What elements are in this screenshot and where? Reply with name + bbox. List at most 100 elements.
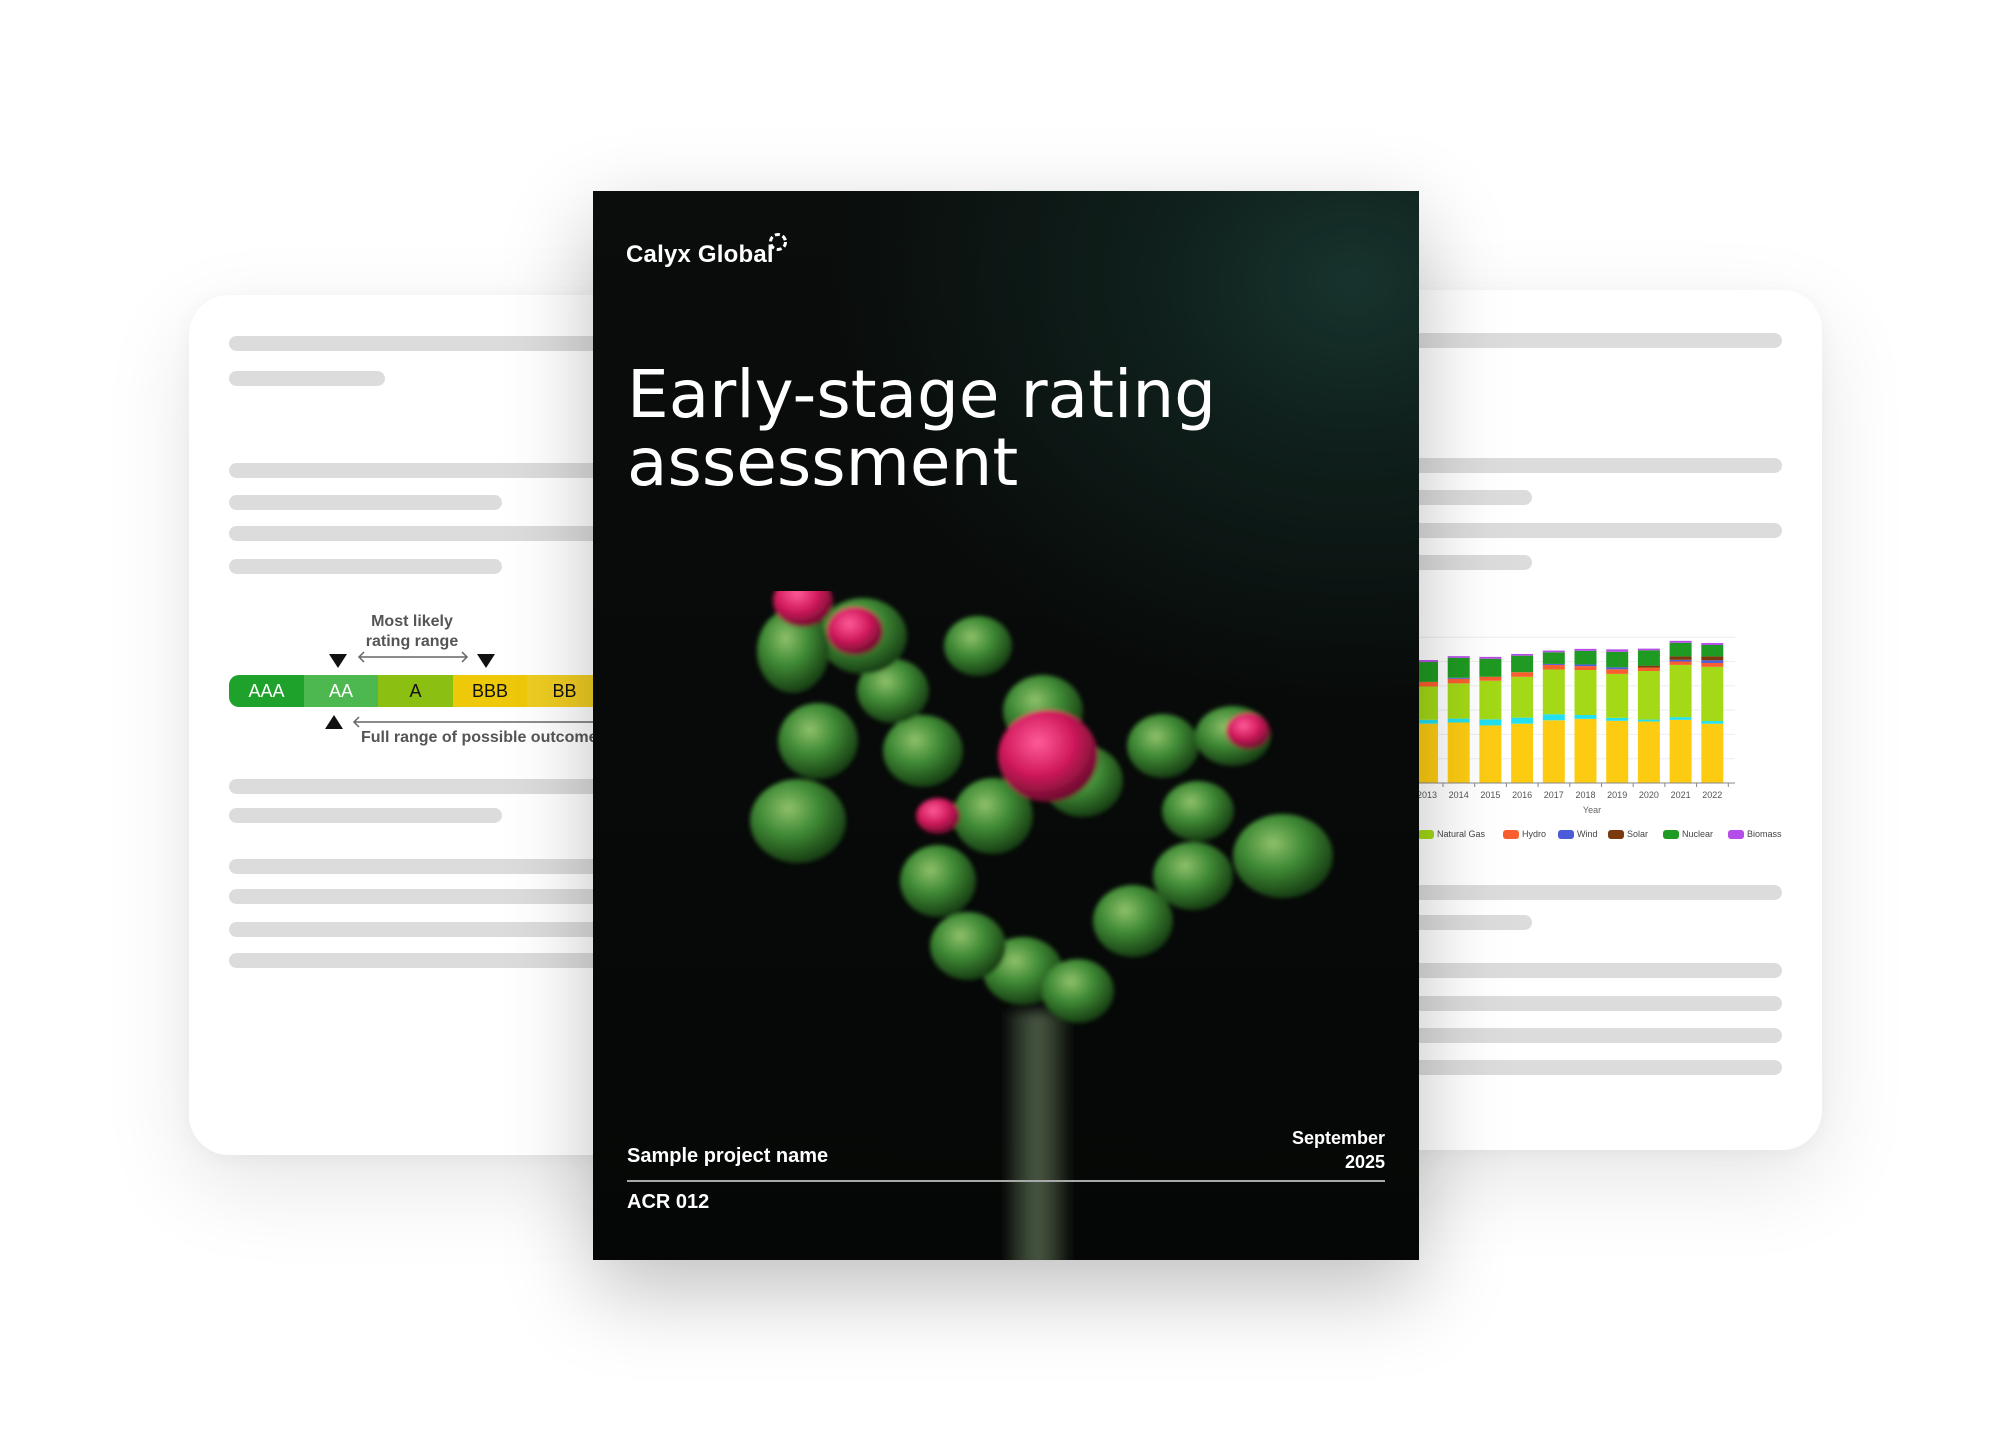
bar-segment-2021-wind	[1669, 659, 1692, 662]
placeholder-line	[229, 463, 649, 478]
range-start-marker-icon	[329, 654, 347, 668]
bar-segment-2017-natural-gas	[1542, 669, 1565, 715]
bar-segment-2016-series-0	[1511, 723, 1534, 783]
x-axis-label: Year	[1583, 805, 1601, 815]
date-month: September	[1291, 1128, 1385, 1148]
bar-segment-2013-biomass	[1416, 660, 1438, 662]
bar-segment-2014-series-0	[1447, 722, 1470, 783]
bar-segment-2013-natural-gas	[1416, 686, 1438, 720]
x-tick-label: 2014	[1449, 790, 1469, 800]
bar-segment-2018-hydro	[1574, 666, 1597, 671]
legend-item-solar: Solar	[1608, 829, 1648, 839]
placeholder-line	[229, 922, 649, 937]
bar-segment-2013-hydro	[1416, 681, 1438, 687]
bar-segment-2014-wind	[1447, 677, 1470, 679]
project-code: ACR 012	[627, 1191, 710, 1213]
bar-segment-2021-natural-gas	[1669, 664, 1692, 718]
x-tick-label: 2022	[1702, 790, 1722, 800]
calyx-ring-icon	[769, 233, 787, 251]
bar-segment-2021-solar	[1669, 656, 1692, 660]
legend-label: Natural Gas	[1437, 829, 1486, 839]
bar-segment-2017-series-0	[1542, 720, 1565, 783]
bar-segment-2014-natural-gas	[1447, 683, 1470, 719]
bar-segment-2016-series-1	[1511, 717, 1534, 724]
bar-segment-2019-natural-gas	[1606, 673, 1629, 718]
x-tick-label: 2015	[1480, 790, 1500, 800]
range-end-marker-icon	[477, 654, 495, 668]
placeholder-line	[1380, 523, 1782, 538]
full-range-label: Full range of possible outcomes	[361, 729, 607, 746]
bar-segment-2020-biomass	[1637, 648, 1660, 651]
title-line2: assessment	[627, 424, 1019, 501]
legend-label: Biomass	[1747, 829, 1782, 839]
bar-segment-2022-hydro	[1701, 662, 1724, 667]
legend-item-natural-gas: Natural Gas	[1418, 829, 1485, 839]
bar-segment-2019-hydro	[1606, 669, 1629, 674]
placeholder-line	[229, 779, 649, 794]
bar-segment-2013-nuclear	[1416, 661, 1438, 682]
bar-segment-2018-nuclear	[1574, 650, 1597, 665]
legend-swatch	[1663, 829, 1679, 839]
bar-segment-2013-series-1	[1416, 719, 1438, 724]
bar-segment-2022-series-0	[1701, 723, 1724, 783]
title-line1: Early-stage rating	[627, 356, 1217, 433]
bar-segment-2022-biomass	[1701, 643, 1724, 645]
full-range-arrow	[352, 716, 622, 728]
placeholder-line	[229, 336, 649, 351]
placeholder-line	[1380, 1028, 1782, 1043]
legend-label: Solar	[1627, 829, 1649, 839]
bar-segment-2018-natural-gas	[1574, 670, 1597, 715]
bar-segment-2022-series-1	[1701, 721, 1724, 724]
bar-segment-2019-wind	[1606, 667, 1629, 670]
bar-segment-2016-hydro	[1511, 672, 1534, 677]
bar-segment-2017-wind	[1542, 663, 1565, 665]
x-tick-label: 2019	[1607, 790, 1627, 800]
bar-segment-2015-natural-gas	[1479, 680, 1502, 720]
bar-segment-2022-wind	[1701, 660, 1724, 663]
x-tick-label: 2017	[1544, 790, 1564, 800]
most-likely-range-arrow	[357, 651, 469, 663]
bar-segment-2017-nuclear	[1542, 652, 1565, 664]
bar-segment-2020-hydro	[1637, 667, 1660, 671]
bar-segment-2015-hydro	[1479, 676, 1502, 681]
placeholder-line	[1380, 963, 1782, 978]
placeholder-line	[229, 889, 649, 904]
bar-segment-2017-biomass	[1542, 650, 1565, 653]
bar-segment-2018-series-0	[1574, 718, 1597, 783]
bar-segment-2015-biomass	[1479, 656, 1502, 659]
bar-segment-2022-solar	[1701, 656, 1724, 661]
legend-label: Nuclear	[1682, 829, 1714, 839]
placeholder-line	[1380, 885, 1782, 900]
flower-bud-photo	[750, 591, 1333, 1260]
x-tick-label: 2013	[1417, 790, 1437, 800]
bar-segment-2020-series-1	[1637, 719, 1660, 722]
most-likely-line1: Most likely	[371, 613, 453, 630]
bar-segment-2018-wind	[1574, 664, 1597, 667]
bar-segment-2014-hydro	[1447, 678, 1470, 684]
placeholder-line	[229, 953, 649, 968]
legend-swatch	[1503, 829, 1519, 839]
bar-segment-2020-series-0	[1637, 721, 1660, 783]
legend-item-wind: Wind	[1558, 829, 1598, 839]
bar-segment-2014-biomass	[1447, 656, 1470, 658]
bar-segment-2013-series-0	[1416, 723, 1438, 783]
bar-segment-2019-series-1	[1606, 717, 1629, 721]
bar-segment-2022-nuclear	[1701, 644, 1724, 657]
rating-segment-bb: BB	[527, 675, 602, 707]
bar-segment-2022-natural-gas	[1701, 666, 1724, 722]
placeholder-line	[1380, 1060, 1782, 1075]
legend-swatch	[1728, 829, 1744, 839]
legend-swatch	[1608, 829, 1624, 839]
x-tick-label: 2021	[1671, 790, 1691, 800]
bar-segment-2016-biomass	[1511, 653, 1534, 656]
legend-item-nuclear: Nuclear	[1663, 829, 1713, 839]
stacked-bar-chart: 2013 2014 2015 2016 2017 2018 2019 2020 2021 2022…	[1400, 636, 1735, 815]
bar-segment-2019-biomass	[1606, 649, 1629, 652]
most-likely-label: Most likely rating range	[352, 612, 472, 652]
bar-segment-2015-series-1	[1479, 719, 1502, 726]
legend-item-biomass: Biomass	[1728, 829, 1782, 839]
bar-segment-2020-solar	[1637, 665, 1660, 668]
bar-segment-2014-series-1	[1447, 718, 1470, 723]
legend-swatch	[1418, 829, 1434, 839]
date-year: 2025	[1344, 1152, 1385, 1172]
